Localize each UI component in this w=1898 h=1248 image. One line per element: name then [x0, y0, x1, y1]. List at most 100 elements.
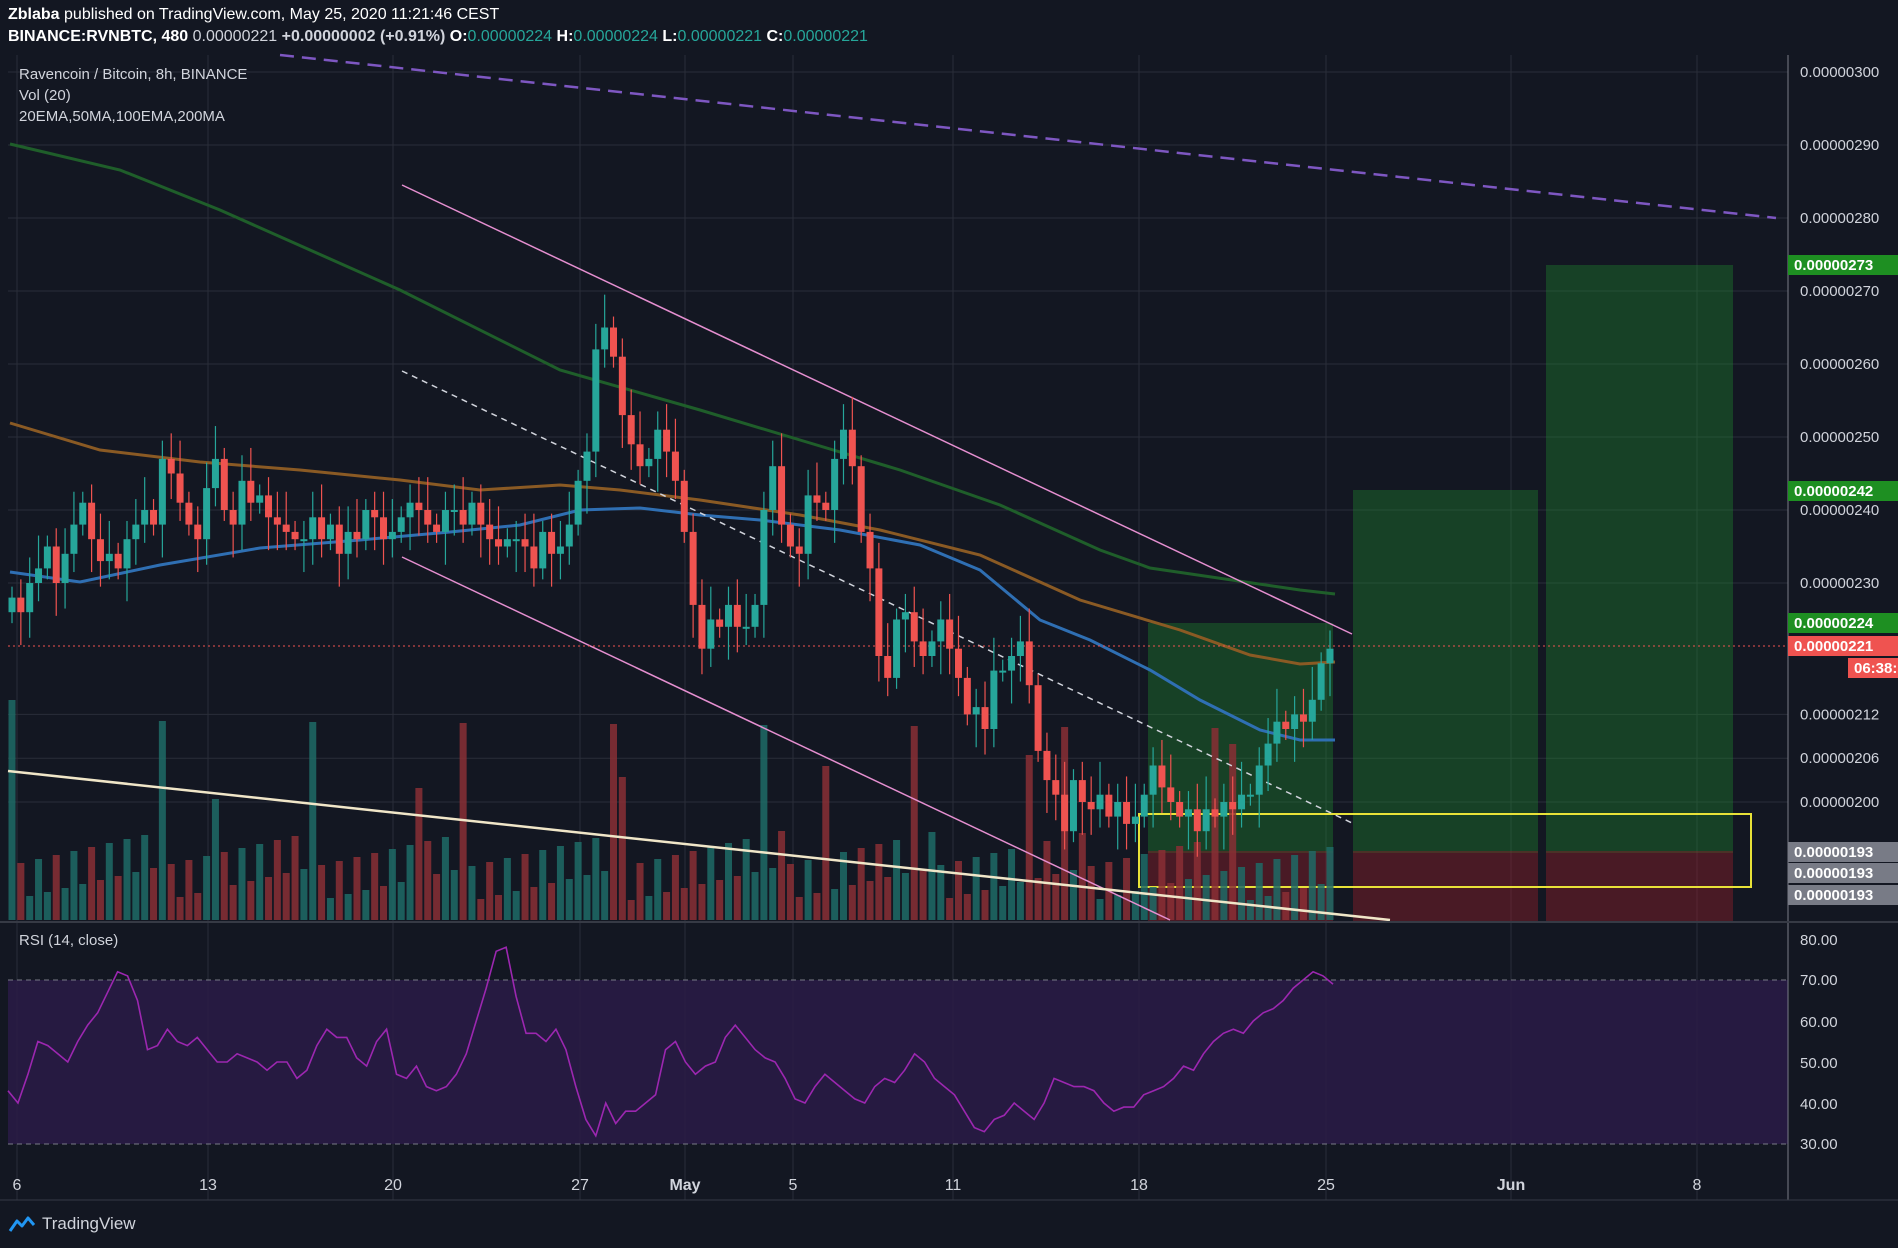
volume-bar: [105, 843, 113, 920]
volume-bar: [671, 855, 679, 920]
candle-body: [822, 502, 830, 510]
volume-bar: [1291, 855, 1299, 920]
tradingview-brand[interactable]: TradingView: [8, 1214, 136, 1234]
candle-body: [760, 510, 768, 605]
candle-body: [486, 524, 494, 540]
volume-bar: [848, 885, 856, 920]
candle-body: [211, 458, 219, 489]
volume-bar: [857, 848, 865, 920]
candle-body: [424, 510, 432, 525]
volume-bar: [530, 887, 538, 920]
candle-body: [954, 648, 962, 678]
legend-volume[interactable]: Vol (20): [19, 87, 71, 104]
volume-bar: [618, 777, 626, 920]
candle-body: [539, 531, 547, 569]
volume-bar: [43, 892, 51, 920]
tradingview-logo-icon: [8, 1216, 36, 1232]
candle-body: [618, 356, 626, 416]
volume-bar: [831, 889, 839, 920]
volume-bar: [645, 896, 653, 920]
price-badge-label: 0.00000193: [1794, 887, 1873, 904]
volume-bar: [256, 844, 264, 920]
candle-body: [1149, 765, 1157, 795]
volume-bar: [220, 852, 228, 920]
volume-bar: [565, 879, 573, 920]
rsi-tick-label: 60.00: [1800, 1014, 1838, 1031]
volume-bar: [521, 854, 529, 920]
volume-bar: [468, 866, 476, 920]
candle-body: [875, 568, 883, 656]
candle-body: [831, 458, 839, 510]
volume-bar: [371, 853, 379, 920]
volume-bar: [229, 885, 237, 920]
candle-body: [362, 510, 370, 540]
volume-bar: [26, 896, 34, 920]
price-badge: [1788, 863, 1898, 883]
volume-bar: [114, 876, 122, 920]
candle-body: [203, 488, 211, 540]
volume-bar: [760, 725, 768, 920]
candle-body: [459, 510, 467, 525]
candle-body: [397, 517, 405, 532]
volume-bar: [1299, 888, 1307, 920]
volume-bar: [1308, 851, 1316, 920]
candle-body: [610, 327, 618, 357]
candle-body: [857, 466, 865, 532]
candle-body: [450, 510, 458, 512]
candle-body: [256, 495, 264, 503]
candle-body: [645, 458, 653, 467]
legend-title[interactable]: Ravencoin / Bitcoin, 8h, BINANCE: [19, 66, 248, 83]
candle-body: [1246, 794, 1254, 797]
volume-bar: [291, 836, 299, 920]
price-badge: [1788, 481, 1898, 501]
author-name[interactable]: Zblaba: [8, 6, 60, 23]
low-value: 0.00000221: [677, 28, 763, 45]
legend-rsi[interactable]: RSI (14, close): [19, 932, 119, 949]
candle-body: [1140, 794, 1148, 817]
legend-mas[interactable]: 20EMA,50MA,100EMA,200MA: [19, 108, 225, 125]
symbol-label[interactable]: BINANCE:RVNBTC, 480: [8, 28, 189, 45]
candle-body: [300, 539, 308, 542]
volume-bar: [17, 863, 25, 920]
candle-body: [96, 539, 104, 562]
candle-body: [1211, 809, 1219, 817]
volume-bar: [751, 872, 759, 920]
candle-body: [893, 619, 901, 678]
volume-bar: [441, 837, 449, 920]
candle-body: [1034, 685, 1042, 751]
candle-body: [1291, 714, 1299, 729]
candle-body: [158, 458, 166, 525]
volume-bar: [79, 884, 87, 920]
time-tick-label: Jun: [1497, 1177, 1525, 1194]
volume-bar: [1140, 854, 1148, 920]
volume-bar: [88, 847, 96, 920]
price-badge: [1788, 636, 1898, 656]
high-label: H:: [556, 28, 574, 45]
volume-bar: [636, 863, 644, 920]
publish-info: published on TradingView.com, May 25, 20…: [64, 6, 500, 23]
volume-bar: [1167, 883, 1175, 920]
volume-bar: [503, 858, 511, 920]
candle-body: [963, 677, 971, 715]
volume-bar: [1255, 863, 1263, 920]
candle-body: [663, 429, 671, 452]
volume-bar: [459, 723, 467, 920]
volume-bar: [946, 898, 954, 920]
candle-body: [548, 531, 556, 554]
volume-bar: [1202, 875, 1210, 920]
candle-body: [335, 524, 343, 554]
volume-bar: [300, 869, 308, 920]
candle-body: [919, 641, 927, 656]
zone-green-2: [1353, 490, 1538, 853]
volume-bar: [972, 857, 980, 920]
volume-bar: [707, 847, 715, 920]
candle-body: [1220, 802, 1228, 817]
volume-bar: [433, 874, 441, 920]
candle-body: [901, 612, 909, 620]
candle-body: [477, 502, 485, 525]
volume-bar: [158, 721, 166, 920]
change-value: +0.00000002 (+0.91%): [281, 28, 446, 45]
volume-bar: [194, 893, 202, 920]
candle-body: [1078, 780, 1086, 802]
